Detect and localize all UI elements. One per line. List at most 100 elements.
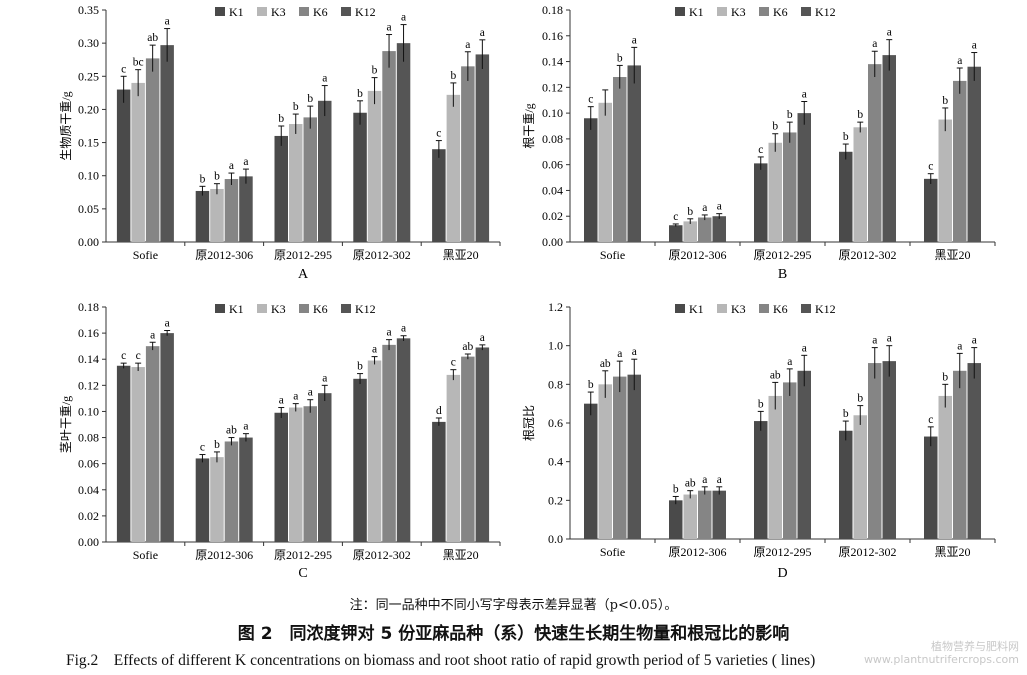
bar <box>224 441 239 542</box>
y-axis-label: 生物质干重/g <box>59 91 73 160</box>
significance-label: a <box>243 421 248 433</box>
y-tick-label: 0.18 <box>542 3 563 17</box>
bar <box>613 376 627 539</box>
significance-label: a <box>308 387 313 399</box>
bar <box>754 163 768 242</box>
bar <box>698 490 712 539</box>
y-tick-label: 0.08 <box>78 431 99 445</box>
figure-caption-cn: 图 2 同浓度钾对 5 份亚麻品种（系）快速生长期生物量和根冠比的影响 <box>237 624 790 644</box>
significance-label: b <box>942 371 948 383</box>
significance-label: a <box>717 474 722 486</box>
bar <box>303 406 317 542</box>
y-tick-label: 0.04 <box>542 183 563 197</box>
bar <box>432 421 446 542</box>
chart-panel-c: 0.00 0.02 0.04 0.06 0.08 0.10 0.12 0.14 0.16 0.18… <box>40 297 510 587</box>
significance-label: a <box>617 348 622 360</box>
significance-label: a <box>802 89 807 101</box>
bar <box>475 54 490 242</box>
legend-label: K1 <box>689 5 704 19</box>
bar <box>160 333 174 542</box>
bar <box>224 179 239 242</box>
significance-label: b <box>857 393 863 405</box>
significance-label: a <box>787 356 792 368</box>
bar <box>210 457 224 542</box>
bar <box>396 43 411 243</box>
bar <box>953 370 967 539</box>
legend-label: K3 <box>731 5 746 19</box>
bar <box>382 51 396 243</box>
significance-label: b <box>942 95 948 107</box>
significance-label: b <box>843 131 849 143</box>
significance-label: c <box>136 350 141 362</box>
bar <box>839 151 853 242</box>
bar <box>839 430 853 539</box>
significance-label: b <box>450 70 456 82</box>
significance-label: a <box>165 318 170 330</box>
x-tick-label: 原2012-295 <box>754 545 812 559</box>
legend-swatch <box>299 304 309 313</box>
bar <box>882 361 896 539</box>
significance-label: c <box>928 414 933 426</box>
bar <box>461 356 475 542</box>
significance-label: b <box>843 408 849 420</box>
significance-label: a <box>372 344 377 356</box>
watermark: 植物营养与肥料网 www.plantnutrifercrops.com <box>864 640 1019 666</box>
bar <box>598 102 612 242</box>
bar <box>396 338 411 542</box>
bar <box>868 64 882 242</box>
y-tick-label: 0.25 <box>78 69 99 83</box>
y-tick-label: 0.12 <box>542 80 563 94</box>
bar <box>239 176 253 242</box>
x-tick-label: 原2012-302 <box>353 248 411 262</box>
y-tick-label: 0.30 <box>78 36 99 50</box>
significance-label: b <box>787 109 793 121</box>
bar <box>768 395 782 539</box>
significance-label: a <box>872 335 877 347</box>
bar <box>938 395 952 539</box>
bar <box>853 127 867 242</box>
legend-label: K6 <box>773 302 788 316</box>
x-tick-label: 黑亚20 <box>443 248 479 262</box>
significance-label: c <box>758 144 763 156</box>
bar <box>627 374 641 539</box>
bar <box>382 344 396 542</box>
y-tick-label: 0.12 <box>78 378 99 392</box>
x-tick-label: 原2012-306 <box>669 545 727 559</box>
chart-panel-b: 0.00 0.02 0.04 0.06 0.08 0.10 0.12 0.14 0.16 0.18… <box>515 0 1015 290</box>
bar <box>367 90 382 243</box>
bar <box>475 347 490 542</box>
bar <box>712 216 726 242</box>
significance-label: b <box>307 93 313 105</box>
legend-swatch <box>801 7 811 16</box>
panel-label: C <box>298 566 307 581</box>
chart-panel-a: 0.00 0.05 0.10 0.15 0.20 0.25 0.30 0.35 生物质干重/g S… <box>40 0 510 290</box>
significance-label: a <box>802 342 807 354</box>
significance-label: a <box>887 27 892 39</box>
significance-label: b <box>673 483 679 495</box>
legend-label: K3 <box>271 302 286 316</box>
significance-label: b <box>200 173 206 185</box>
bar <box>303 117 317 242</box>
legend-label: K12 <box>815 302 836 316</box>
bar <box>683 494 697 539</box>
legend-label: K3 <box>271 5 286 19</box>
bar <box>289 407 303 542</box>
y-tick-label: 0.15 <box>78 136 99 150</box>
bar <box>768 142 782 242</box>
significance-label: a <box>401 12 406 24</box>
bar <box>274 135 288 242</box>
bar <box>783 132 797 242</box>
significance-label: b <box>617 52 623 64</box>
chart-panel-d: 0.0 0.2 0.4 0.6 0.8 1.0 1.2 根冠比 Sofie b ab a a 原2012-… <box>515 297 1015 587</box>
x-tick-label: Sofie <box>600 545 625 559</box>
significance-label: b <box>357 88 363 100</box>
bar <box>116 365 131 542</box>
significance-label: b <box>372 65 378 77</box>
y-tick-label: 0.4 <box>548 455 563 469</box>
legend-swatch <box>299 7 309 16</box>
x-tick-label: 原2012-295 <box>274 548 332 562</box>
significance-label: a <box>322 73 327 85</box>
significance-label: a <box>632 34 637 46</box>
legend-swatch <box>341 304 351 313</box>
